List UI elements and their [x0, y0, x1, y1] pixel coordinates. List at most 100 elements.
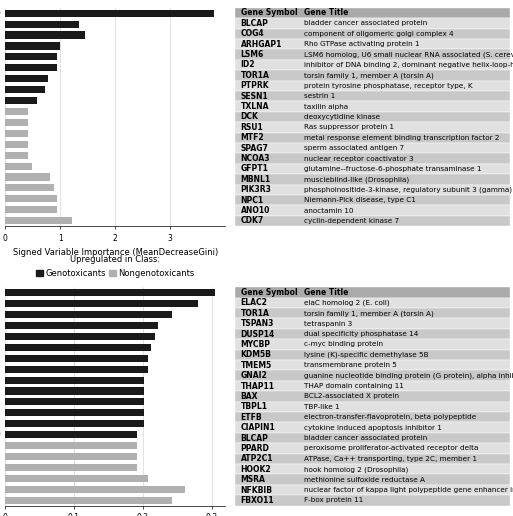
Bar	[5, 354, 148, 362]
Text: ARHGAP1: ARHGAP1	[241, 40, 282, 49]
Bar	[5, 464, 137, 471]
Bar	[5, 486, 185, 493]
Bar	[5, 431, 137, 438]
Bar	[235, 433, 510, 443]
Bar	[5, 31, 85, 39]
Bar	[5, 206, 57, 213]
Bar	[5, 21, 80, 28]
Bar	[235, 50, 510, 60]
Bar	[235, 443, 510, 454]
Text: glutamine--fructose-6-phosphate transaminase 1: glutamine--fructose-6-phosphate transami…	[304, 166, 482, 172]
Bar	[5, 388, 144, 395]
Bar	[5, 289, 215, 296]
Text: Gene Title: Gene Title	[304, 288, 348, 297]
Bar	[235, 39, 510, 50]
Bar	[235, 495, 510, 506]
Bar	[235, 423, 510, 433]
Bar	[5, 497, 172, 504]
Text: TMEM5: TMEM5	[241, 361, 272, 370]
Bar	[5, 333, 155, 340]
Text: PPARD: PPARD	[241, 444, 270, 453]
Text: lysine (K)-specific demethylase 5B: lysine (K)-specific demethylase 5B	[304, 351, 429, 358]
Bar	[5, 141, 28, 148]
Bar	[235, 195, 510, 205]
Text: ATP2C1: ATP2C1	[241, 455, 273, 463]
Text: ATPase, Ca++ transporting, type 2C, member 1: ATPase, Ca++ transporting, type 2C, memb…	[304, 456, 477, 462]
Bar	[5, 173, 50, 181]
Text: TOR1A: TOR1A	[241, 309, 270, 318]
Text: peroxisome proliferator-activated receptor delta: peroxisome proliferator-activated recept…	[304, 445, 479, 452]
Bar	[235, 143, 510, 153]
Text: TSPAN3: TSPAN3	[241, 319, 274, 328]
Bar	[5, 300, 198, 307]
Bar	[235, 340, 510, 350]
Text: deoxycytidine kinase: deoxycytidine kinase	[304, 114, 380, 120]
Text: inhibitor of DNA binding 2, dominant negative helix-loop-helix protein: inhibitor of DNA binding 2, dominant neg…	[304, 62, 513, 68]
Text: elaC homolog 2 (E. coli): elaC homolog 2 (E. coli)	[304, 300, 390, 306]
Bar	[5, 108, 28, 115]
Bar	[5, 322, 158, 329]
Text: TOR1A: TOR1A	[241, 71, 270, 80]
Text: c-myc binding protein: c-myc binding protein	[304, 342, 383, 347]
Text: bladder cancer associated protein: bladder cancer associated protein	[304, 20, 427, 26]
Text: F-box protein 11: F-box protein 11	[304, 497, 363, 504]
Bar	[5, 53, 57, 60]
Bar	[235, 391, 510, 401]
Text: bladder cancer associated protein: bladder cancer associated protein	[304, 435, 427, 441]
Bar	[235, 485, 510, 495]
Text: cyclin-dependent kinase 7: cyclin-dependent kinase 7	[304, 218, 399, 224]
Text: Niemann-Pick disease, type C1: Niemann-Pick disease, type C1	[304, 197, 416, 203]
Text: CIAPIN1: CIAPIN1	[241, 423, 275, 432]
Text: component of oligomeric golgi complex 4: component of oligomeric golgi complex 4	[304, 31, 453, 37]
Bar	[235, 133, 510, 143]
Text: LSM6 homolog, U6 small nuclear RNA associated (S. cerevisiae): LSM6 homolog, U6 small nuclear RNA assoc…	[304, 51, 513, 58]
Bar	[5, 42, 60, 50]
Text: MYCBP: MYCBP	[241, 340, 271, 349]
Bar	[235, 80, 510, 91]
Bar	[5, 10, 214, 17]
Text: PIK3R3: PIK3R3	[241, 185, 271, 194]
Text: NPC1: NPC1	[241, 196, 264, 205]
Text: ELAC2: ELAC2	[241, 298, 268, 308]
Text: KDM5B: KDM5B	[241, 350, 271, 359]
Bar	[5, 442, 137, 449]
Bar	[5, 453, 137, 460]
Bar	[235, 329, 510, 340]
Text: MBNL1: MBNL1	[241, 175, 271, 184]
Bar	[235, 308, 510, 318]
Bar	[235, 401, 510, 412]
Text: ETFB: ETFB	[241, 413, 262, 422]
Bar	[5, 311, 172, 318]
Text: tetraspanin 3: tetraspanin 3	[304, 320, 352, 327]
Text: torsin family 1, member A (torsin A): torsin family 1, member A (torsin A)	[304, 72, 434, 78]
Text: sestrin 1: sestrin 1	[304, 93, 336, 99]
Bar	[235, 8, 510, 18]
Text: TBP-like 1: TBP-like 1	[304, 404, 340, 410]
Text: Ras suppressor protein 1: Ras suppressor protein 1	[304, 124, 394, 131]
Bar	[5, 64, 57, 71]
Bar	[235, 174, 510, 185]
Bar	[5, 119, 28, 126]
Text: methionine sulfoxide reductase A: methionine sulfoxide reductase A	[304, 477, 425, 482]
Text: TBPL1: TBPL1	[241, 402, 268, 411]
X-axis label: Signed Variable Importance (MeanDecreaseGini): Signed Variable Importance (MeanDecrease…	[13, 248, 218, 257]
Bar	[5, 377, 144, 384]
Bar	[5, 97, 37, 104]
Text: MSRA: MSRA	[241, 475, 266, 484]
Bar	[235, 70, 510, 80]
Text: BAX: BAX	[241, 392, 258, 401]
Bar	[235, 28, 510, 39]
Bar	[235, 360, 510, 370]
Bar	[5, 366, 148, 373]
Text: torsin family 1, member A (torsin A): torsin family 1, member A (torsin A)	[304, 310, 434, 316]
Text: MTF2: MTF2	[241, 133, 264, 142]
Text: GFPT1: GFPT1	[241, 165, 269, 173]
Bar	[235, 185, 510, 195]
Bar	[5, 420, 144, 427]
Bar	[235, 205, 510, 216]
Bar	[5, 152, 28, 159]
Text: anoctamin 10: anoctamin 10	[304, 207, 353, 214]
Text: FBXO11: FBXO11	[241, 496, 274, 505]
Bar	[235, 370, 510, 381]
Bar	[235, 122, 510, 133]
